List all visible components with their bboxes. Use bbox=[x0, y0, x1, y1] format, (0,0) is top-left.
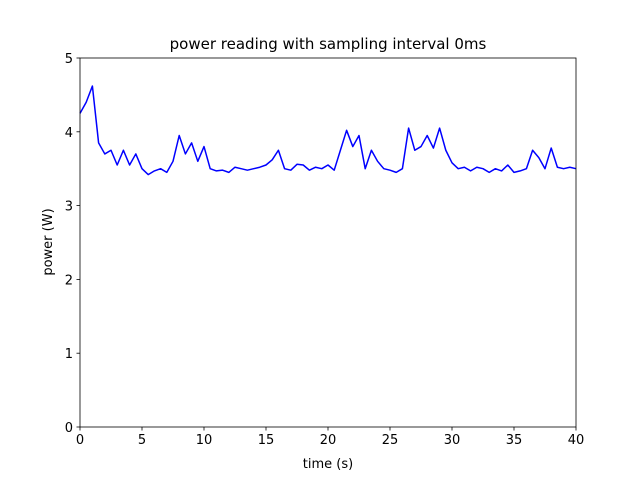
x-tick-label: 30 bbox=[444, 433, 461, 448]
x-axis-label: time (s) bbox=[303, 457, 353, 472]
x-tick-label: 0 bbox=[76, 433, 84, 448]
x-tick-label: 5 bbox=[138, 433, 146, 448]
y-tick-label: 0 bbox=[65, 421, 73, 436]
plot-frame bbox=[79, 57, 577, 428]
chart-title: power reading with sampling interval 0ms bbox=[170, 35, 487, 53]
y-tick-label: 1 bbox=[65, 347, 73, 362]
y-tick-label: 5 bbox=[65, 52, 73, 67]
y-axis-label: power (W) bbox=[41, 208, 56, 275]
y-tick-label: 2 bbox=[65, 273, 73, 288]
line-series bbox=[79, 85, 577, 176]
x-tick-label: 25 bbox=[382, 433, 399, 448]
x-tick-label: 35 bbox=[506, 433, 523, 448]
y-tick-label: 3 bbox=[65, 200, 73, 215]
x-tick-label: 15 bbox=[258, 433, 275, 448]
x-tick-label: 20 bbox=[320, 433, 337, 448]
x-tick-label: 10 bbox=[196, 433, 213, 448]
y-tick-label: 4 bbox=[65, 126, 73, 141]
x-tick-label: 40 bbox=[568, 433, 585, 448]
